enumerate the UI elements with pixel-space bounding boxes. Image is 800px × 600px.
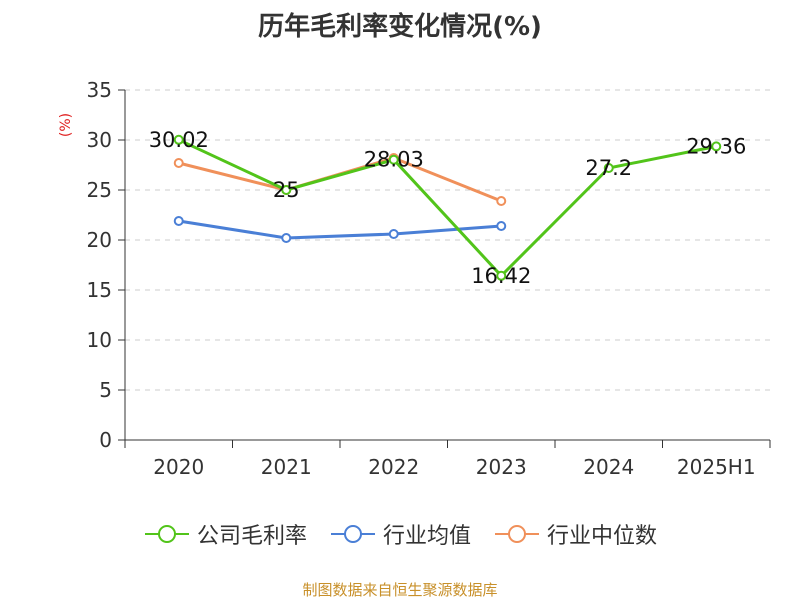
y-tick-label: 25 bbox=[87, 178, 112, 202]
y-tick-label: 0 bbox=[99, 428, 112, 452]
legend-swatch-icon bbox=[144, 525, 189, 543]
data-point bbox=[173, 216, 184, 226]
series-group bbox=[173, 134, 722, 281]
x-tick-label: 2024 bbox=[583, 455, 634, 479]
legend-label: 行业中位数 bbox=[547, 524, 658, 549]
data-label: 29.36 bbox=[686, 134, 746, 158]
y-axis-unit-label: (%) bbox=[58, 113, 74, 137]
grid-lines bbox=[125, 89, 770, 391]
y-tick-label: 20 bbox=[87, 228, 112, 252]
legend-item[interactable]: 行业中位数 bbox=[493, 518, 657, 550]
data-point bbox=[388, 229, 399, 239]
data-label: 28.03 bbox=[364, 148, 424, 172]
data-point bbox=[496, 196, 507, 206]
y-tick-label: 30 bbox=[87, 128, 112, 152]
x-tick-label: 2022 bbox=[368, 455, 419, 479]
legend: 公司毛利率 行业均值 行业中位数 bbox=[0, 518, 800, 550]
data-point bbox=[173, 158, 184, 168]
legend-item[interactable]: 公司毛利率 bbox=[143, 518, 307, 550]
legend-swatch-icon bbox=[495, 525, 539, 543]
data-point bbox=[496, 270, 507, 281]
data-point bbox=[173, 134, 184, 145]
data-point bbox=[496, 221, 507, 231]
x-tick-label: 2023 bbox=[476, 455, 527, 479]
axes: 0 5 10 15 20 25 30 35 2020 2021 2022 2023 2024 2025H1 bbox=[87, 78, 771, 479]
series-line bbox=[178, 138, 717, 278]
data-point bbox=[711, 141, 722, 152]
data-label: 30.02 bbox=[149, 128, 209, 152]
chart-title: 历年毛利率变化情况(%) bbox=[258, 12, 542, 42]
data-label: 25 bbox=[273, 178, 300, 202]
data-label: 16.42 bbox=[471, 264, 531, 288]
series-line bbox=[178, 219, 502, 240]
legend-swatch-icon bbox=[330, 525, 375, 543]
data-label: 27.2 bbox=[585, 156, 632, 180]
y-tick-label: 15 bbox=[87, 278, 112, 302]
x-tick-label: 2021 bbox=[261, 455, 312, 479]
legend-label: 行业均值 bbox=[382, 524, 471, 549]
source-note: 制图数据来自恒生聚源数据库 bbox=[302, 581, 498, 599]
data-point bbox=[281, 233, 292, 243]
y-tick-label: 35 bbox=[87, 78, 112, 102]
x-tick-label: 2025H1 bbox=[677, 455, 756, 479]
y-tick-label: 10 bbox=[87, 328, 112, 352]
y-tick-label: 5 bbox=[99, 378, 112, 402]
data-point bbox=[603, 163, 614, 173]
data-labels: 30.02 25 28.03 16.42 27.2 29.36 bbox=[149, 128, 747, 288]
data-point bbox=[388, 154, 399, 165]
data-point bbox=[281, 185, 292, 195]
series-line bbox=[178, 156, 502, 203]
x-tick-label: 2020 bbox=[153, 455, 204, 479]
legend-label: 公司毛利率 bbox=[196, 524, 307, 549]
legend-item[interactable]: 行业均值 bbox=[329, 518, 471, 550]
